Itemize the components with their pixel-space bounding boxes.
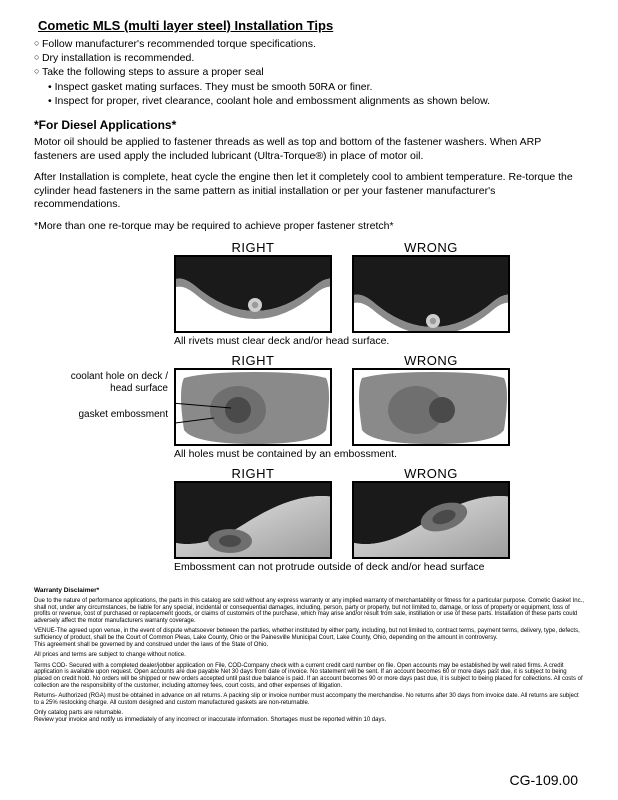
diagram-row-rivets: RIGHT WRONG All rivets [174,240,584,347]
diagram-row-holes: coolant hole on deck / head surface gask… [174,353,584,460]
diagram-caption: Embossment can not protrude outside of d… [174,561,584,573]
note: *More than one re-torque may be required… [34,220,584,232]
diagram-panel [352,255,510,333]
disclaimer-text: Due to the nature of performance applica… [34,598,584,624]
diagram-row-embossment: RIGHT WRONG [174,466,584,573]
section-heading: *For Diesel Applications* [34,118,584,132]
bullet-item: Take the following steps to assure a pro… [34,65,584,79]
side-label: gasket embossment [64,409,168,421]
disclaimer-text: Returns- Authorized (RGA) must be obtain… [34,693,584,706]
label-right: RIGHT [174,466,332,481]
disclaimer-text: Only catalog parts are returnable. Revie… [34,710,584,723]
label-wrong: WRONG [352,240,510,255]
diagram-area: RIGHT WRONG All rivets [174,240,584,573]
page-title: Cometic MLS (multi layer steel) Installa… [38,18,584,33]
footer-code: CG-109.00 [510,772,578,788]
side-labels: coolant hole on deck / head surface gask… [64,371,168,435]
diagram-panel [174,255,332,333]
label-right: RIGHT [174,240,332,255]
disclaimer-heading: Warranty Disclaimer* [34,587,584,594]
paragraph: Motor oil should be applied to fastener … [34,136,584,163]
label-wrong: WRONG [352,466,510,481]
disclaimer-text: All prices and terms are subject to chan… [34,652,584,659]
bullet-item: Dry installation is recommended. [34,51,584,65]
diagram-caption: All holes must be contained by an emboss… [174,448,584,460]
diagram-panel [174,368,332,446]
bullet-item: Inspect gasket mating surfaces. They mus… [34,80,584,94]
label-wrong: WRONG [352,353,510,368]
side-label: coolant hole on deck / head surface [64,371,168,395]
disclaimer-text: VENUE-The agreed upon venue, in the even… [34,628,584,648]
bullet-item: Inspect for proper, rivet clearance, coo… [34,94,584,108]
bullet-item: Follow manufacturer's recommended torque… [34,37,584,51]
diagram-panel [174,481,332,559]
disclaimer-text: Terms COD- Secured with a completed deal… [34,663,584,689]
label-right: RIGHT [174,353,332,368]
bullet-list: Follow manufacturer's recommended torque… [34,37,584,108]
diagram-caption: All rivets must clear deck and/or head s… [174,335,584,347]
diagram-panel [352,368,510,446]
diagram-panel [352,481,510,559]
paragraph: After Installation is complete, heat cyc… [34,171,584,212]
